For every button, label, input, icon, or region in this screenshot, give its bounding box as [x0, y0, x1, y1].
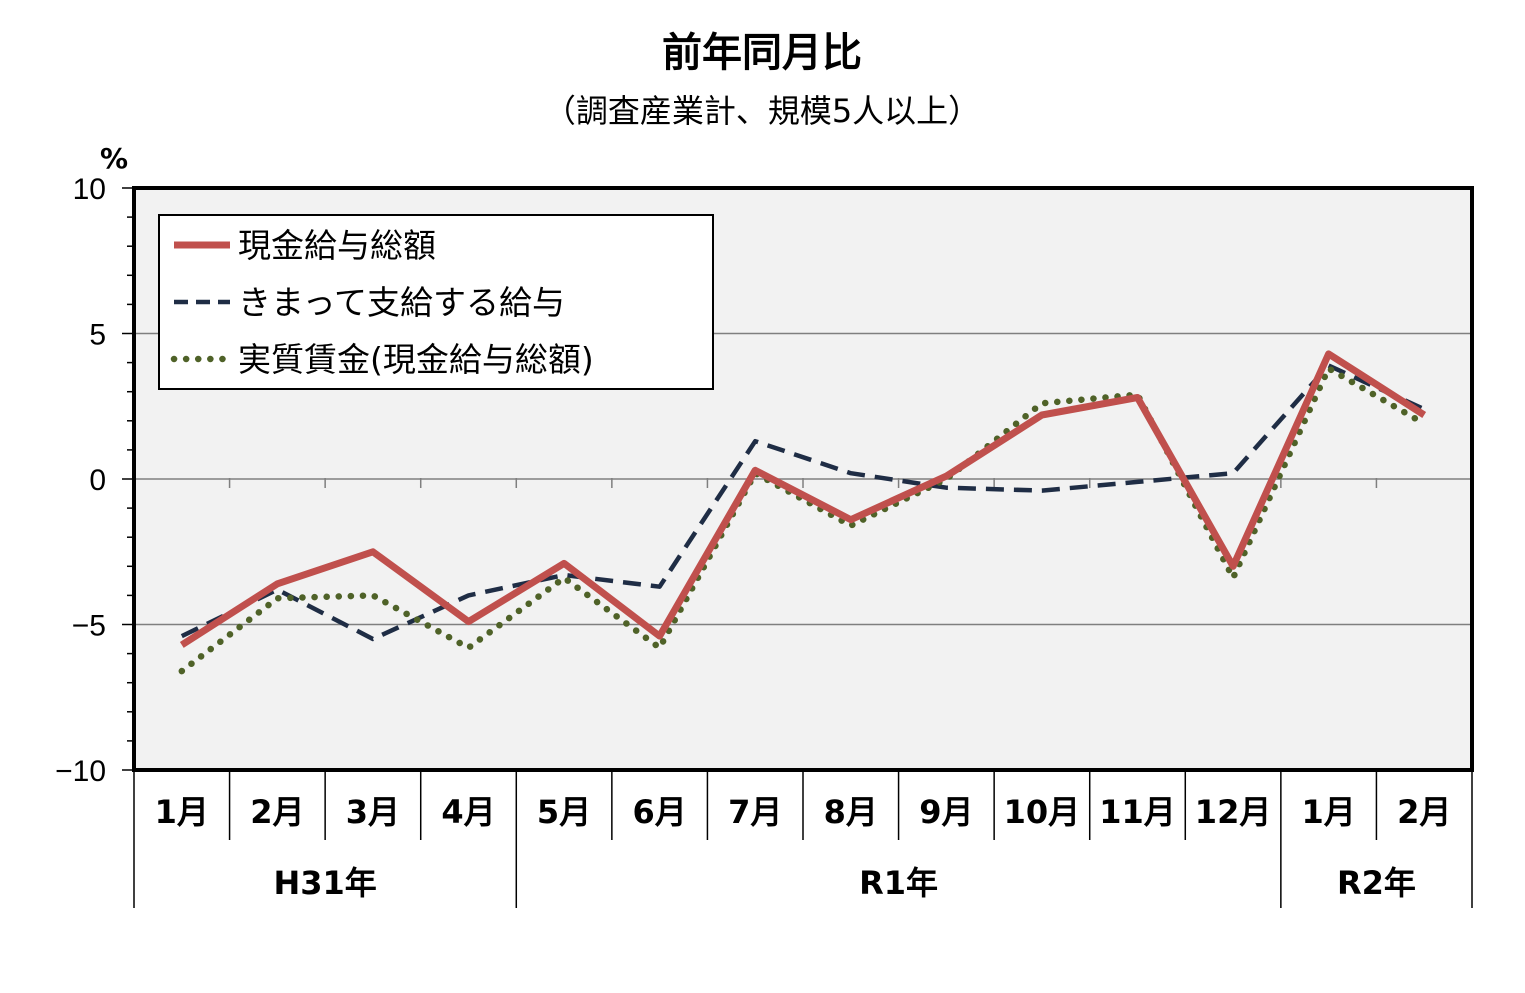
- x-tick-label: 5月: [537, 793, 591, 831]
- x-tick-label: 11月: [1099, 793, 1176, 831]
- legend-box: [158, 214, 714, 390]
- y-tick-label: 5: [89, 319, 106, 352]
- x-tick-label: 12月: [1195, 793, 1272, 831]
- x-tick-label: 10月: [1004, 793, 1081, 831]
- y-tick-label: −10: [55, 755, 106, 788]
- x-tick-label: 1月: [1302, 793, 1356, 831]
- x-tick-label: 3月: [346, 793, 400, 831]
- y-axis-unit: %: [100, 142, 128, 175]
- chart-subtitle: （調査産業計、規模5人以上）: [544, 92, 980, 130]
- chart-title: 前年同月比: [662, 30, 862, 76]
- x-tick-label: 8月: [824, 793, 878, 831]
- year-group-label: R1年: [859, 864, 938, 902]
- x-tick-label: 4月: [441, 793, 495, 831]
- y-axis: −10 −5 0 5 10: [55, 173, 134, 788]
- x-tick-label: 1月: [155, 793, 209, 831]
- x-tick-label: 2月: [250, 793, 304, 831]
- y-tick-label: 10: [73, 173, 106, 206]
- x-tick-label: 9月: [919, 793, 973, 831]
- y-tick-label: −5: [72, 610, 106, 643]
- series-line-2: [178, 365, 1428, 675]
- x-axis-labels: 1月 2月 3月 4月 5月 6月 7月 8月 9月 10月 11月 12月 1月 2月 H31年 R1年 R2…: [133, 770, 1473, 908]
- y-tick-label: 0: [89, 464, 106, 497]
- year-group-label: H31年: [273, 864, 376, 902]
- series-layer: [178, 350, 1428, 675]
- x-tick-label: 7月: [728, 793, 782, 831]
- year-group-label: R2年: [1337, 864, 1416, 902]
- legend-label: 現金給与総額: [238, 226, 436, 265]
- x-tick-label: 2月: [1397, 793, 1451, 831]
- series-line-0: [179, 350, 1427, 648]
- series-line-1: [180, 363, 1426, 642]
- legend-label: きまって支給する給与: [238, 283, 565, 322]
- x-tick-label: 6月: [633, 793, 687, 831]
- legend-label: 実質賃金(現金給与総額): [238, 340, 594, 379]
